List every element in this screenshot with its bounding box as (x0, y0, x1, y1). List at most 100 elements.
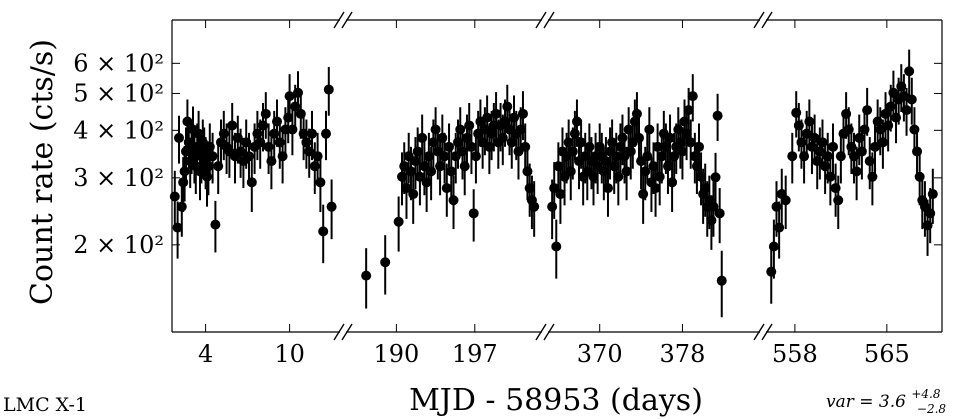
data-point (677, 146, 688, 157)
data-point (470, 151, 481, 162)
data-point (203, 161, 214, 172)
data-point (904, 66, 915, 77)
axis-break-mark (535, 11, 547, 29)
data-point (207, 151, 218, 162)
data-point (862, 105, 873, 116)
data-point (227, 120, 238, 131)
data-point (901, 105, 912, 116)
data-point (547, 201, 558, 212)
data-point (246, 177, 257, 188)
data-point (600, 156, 611, 167)
data-point (426, 166, 437, 177)
panel-3: 370 378 (547, 19, 760, 368)
data-point (417, 132, 428, 143)
data-point (466, 141, 477, 152)
data-point (712, 110, 723, 121)
data-point (553, 161, 564, 172)
data-point (176, 201, 187, 212)
data-point (509, 112, 519, 123)
x-tick-label: 370 (577, 340, 623, 368)
data-point (441, 183, 452, 194)
source-label: LMC X-1 (3, 394, 87, 416)
data-point (621, 166, 632, 177)
data-point (710, 172, 721, 183)
data-point (768, 241, 779, 252)
x-tick-label: 4 (198, 340, 213, 368)
data-point (448, 195, 459, 206)
data-point (851, 166, 862, 177)
data-point (459, 161, 470, 172)
data-point (182, 116, 193, 127)
data-point (393, 216, 404, 227)
x-tick-label: 558 (772, 340, 818, 368)
data-point (780, 195, 791, 206)
data-point (361, 270, 372, 281)
axis-break-mark (761, 323, 773, 341)
variability-note: var = 3.6 +4.8 −2.8 (826, 383, 946, 416)
data-point (284, 91, 295, 102)
panel-4: 558 565 (766, 19, 943, 368)
data-point (179, 166, 190, 177)
data-point (667, 177, 678, 188)
data-point (437, 132, 448, 143)
y-axis-label: Count rate (cts/s) (25, 39, 60, 305)
data-point (178, 177, 189, 188)
data-point (307, 128, 317, 139)
data-point (491, 108, 502, 119)
data-point (318, 226, 329, 237)
data-point (716, 275, 727, 286)
data-point (195, 166, 205, 177)
data-point (827, 141, 838, 152)
data-point (652, 141, 663, 152)
data-point (468, 208, 479, 219)
data-point (174, 132, 184, 143)
data-point (408, 189, 419, 200)
data-point (401, 183, 412, 194)
y-tick-label: 3 × 10² (73, 164, 164, 192)
axis-break-mark (543, 323, 555, 341)
data-point (172, 222, 183, 233)
data-point (315, 177, 326, 188)
panel-1-points (169, 66, 337, 264)
data-point (326, 201, 337, 212)
data-point (631, 108, 642, 119)
data-point (380, 257, 391, 268)
data-point (638, 189, 649, 200)
variability-lower-error: −2.8 (917, 402, 947, 416)
data-point (617, 132, 628, 143)
data-point (665, 132, 676, 143)
data-point (502, 101, 513, 112)
data-point (654, 171, 665, 182)
axis-break-mark (761, 11, 773, 29)
data-point (169, 191, 180, 202)
panel-1: 4 10 (169, 19, 340, 368)
axis-break-mark (341, 323, 353, 341)
x-axis-label: MJD - 58953 (days) (409, 383, 703, 418)
data-point (576, 137, 587, 148)
chart-panels: 4 10 190 197 370 378 558 565 (169, 19, 943, 368)
data-point (825, 171, 836, 182)
x-tick-label: 565 (864, 340, 910, 368)
data-point (927, 189, 938, 200)
data-point (906, 94, 917, 105)
data-point (644, 124, 655, 135)
data-point (571, 116, 582, 127)
data-point (877, 137, 888, 148)
data-point (787, 151, 798, 162)
data-point (567, 146, 578, 157)
data-point (640, 166, 651, 177)
data-point (482, 112, 493, 123)
data-point (551, 241, 562, 252)
data-point (565, 166, 576, 177)
axis-break-mark (753, 11, 765, 29)
data-point (439, 151, 450, 162)
axis-break-mark (333, 323, 345, 341)
y-tick-label: 5 × 10² (73, 79, 164, 107)
data-point (683, 105, 694, 116)
data-point (687, 91, 698, 102)
data-point (323, 84, 334, 95)
data-point (774, 222, 785, 233)
data-point (430, 124, 441, 135)
